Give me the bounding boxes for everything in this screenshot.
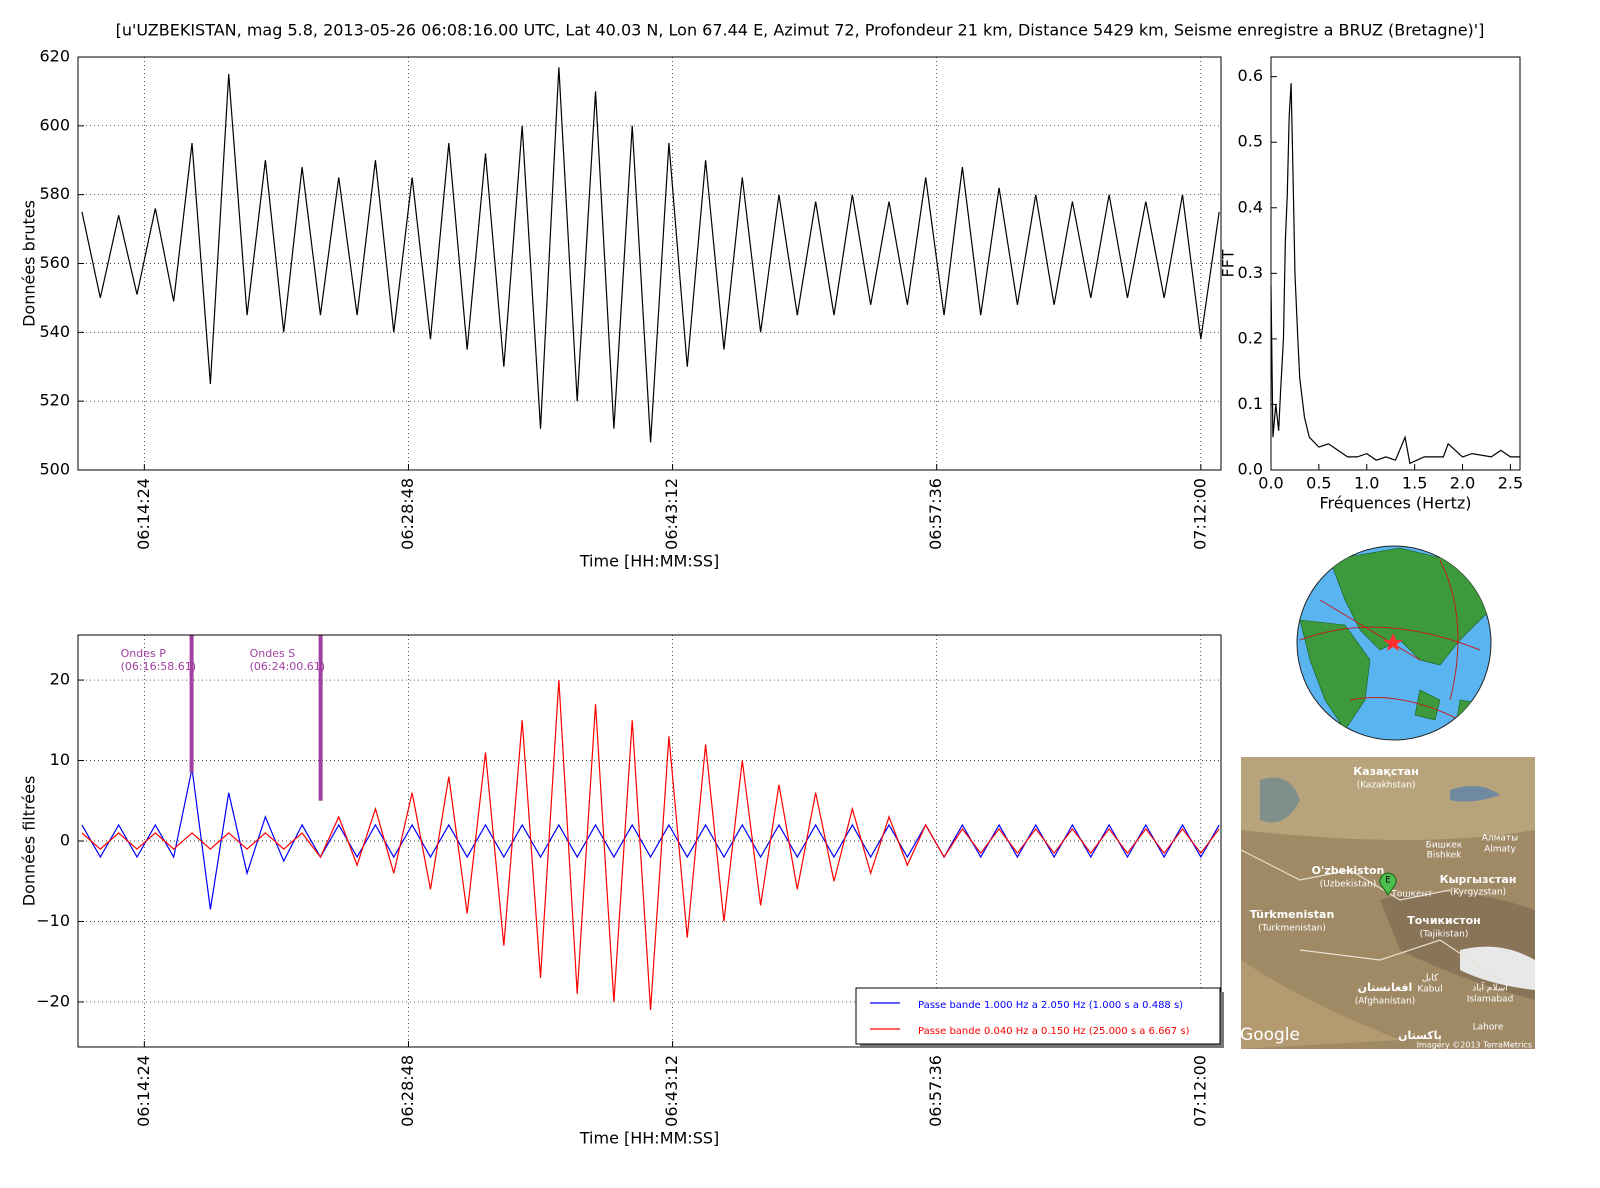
series-line [81,67,1220,443]
plot-content [1271,83,1520,465]
y-tick-label: −20 [36,991,70,1010]
x-tick-label: 06:57:36 [926,1055,945,1127]
x-tick-label: 07:12:00 [1190,1055,1209,1127]
axes-frame [1270,56,1521,471]
x-axis-label: Time [HH:MM:SS] [579,1129,720,1148]
x-tick-label: 0.0 [1258,474,1283,493]
y-tick-label: 0.6 [1238,66,1263,85]
phase-time: (06:24:00.61) [250,660,325,673]
series-line [1271,83,1520,465]
x-tick-label: 06:28:48 [398,1055,417,1127]
map-label: (Kyrgyzstan) [1450,888,1506,898]
y-tick-label: 540 [39,322,70,341]
y-tick-label: 560 [39,253,70,272]
axes-frame [77,56,1222,471]
map-label: Алматы [1482,834,1519,844]
y-tick-label: 580 [39,184,70,203]
globe [1296,545,1492,741]
map-label: Тошкент [1390,890,1432,900]
x-axis-label: Fréquences (Hertz) [1319,494,1471,513]
x-tick-label: 06:57:36 [926,478,945,550]
map-label: Казақстан [1353,765,1419,778]
y-tick-label: 500 [39,460,70,479]
map-label: (Kazakhstan) [1357,781,1416,791]
x-tick-label: 1.5 [1402,474,1427,493]
map-label: اسلام آباد [1472,982,1508,994]
x-tick-label: 2.0 [1450,474,1475,493]
y-tick-label: 0.3 [1238,263,1263,282]
map-label: O'zbekiston [1312,864,1385,877]
figure-title: [u'UZBEKISTAN, mag 5.8, 2013-05-26 06:08… [116,21,1485,40]
map-label: (Turkmenistan) [1258,924,1326,934]
y-tick-label: 520 [39,391,70,410]
map-label: افغانستان [1358,981,1413,994]
map-label: (Tajikistan) [1420,930,1469,940]
plot-area [1271,57,1520,470]
map-label: Kabul [1417,985,1442,995]
map-label: Кыргызстан [1440,873,1517,886]
x-tick-label: 06:14:24 [134,478,153,550]
map-pin [1379,872,1397,896]
map-label: Lahore [1473,1023,1504,1033]
x-tick-label: 06:43:12 [662,478,681,550]
plot-area [78,57,1221,470]
y-axis-label: FFT [1219,249,1238,277]
x-tick-label: 1.0 [1354,474,1379,493]
x-tick-label: 06:14:24 [134,1055,153,1127]
phase-label: Ondes S [250,647,296,660]
y-tick-label: 0.1 [1238,394,1263,413]
series-line [81,768,1220,910]
x-tick-label: 2.5 [1498,474,1523,493]
y-tick-label: 10 [50,750,70,769]
y-tick-label: 0 [60,831,70,850]
map-label: Точикистон [1407,914,1481,927]
y-tick-label: 20 [50,670,70,689]
plot-content [81,635,1220,1011]
map-label: Бишкек [1426,841,1463,851]
map: Казақстан (Kazakhstan) Бишкек Bishkek Ал… [1240,757,1535,1050]
map-label: کابل [1422,974,1439,984]
map-label: Islamabad [1467,995,1514,1005]
phase-label: Ondes P [121,647,167,660]
legend-box [855,987,1221,1045]
plot-content [81,67,1220,443]
y-tick-label: 620 [39,47,70,66]
phase-time: (06:16:58.61) [121,660,196,673]
map-logo: Google [1240,1025,1300,1045]
x-tick-label: 0.5 [1306,474,1331,493]
y-tick-label: −10 [36,911,70,930]
y-tick-label: 0.0 [1238,460,1263,479]
y-tick-label: 600 [39,115,70,134]
map-label: Bishkek [1427,851,1462,861]
map-credit: Imagery ©2013 TerraMetrics [1417,1041,1532,1050]
legend-entry: Passe bande 1.000 Hz a 2.050 Hz (1.000 s… [918,1000,1183,1011]
map-pin-label: E [1385,876,1391,886]
axes-frame [77,634,1222,1048]
y-tick-label: 0.2 [1238,328,1263,347]
y-axis-label: Données brutes [20,200,39,327]
x-axis-label: Time [HH:MM:SS] [579,552,720,571]
x-tick-label: 06:28:48 [398,478,417,550]
y-tick-label: 0.5 [1238,132,1263,151]
legend-entry: Passe bande 0.040 Hz a 0.150 Hz (25.000 … [918,1026,1190,1037]
x-tick-label: 06:43:12 [662,1055,681,1127]
map-label: Türkmenistan [1250,908,1335,921]
y-tick-label: 0.4 [1238,197,1263,216]
map-label: (Uzbekistan) [1320,880,1377,890]
map-label: (Afghanistan) [1355,997,1416,1007]
map-label: پاکستان [1398,1029,1442,1042]
x-tick-label: 07:12:00 [1190,478,1209,550]
y-axis-label: Données filtrées [20,776,39,907]
map-label: Almaty [1484,845,1516,855]
series-line [81,680,1220,1011]
